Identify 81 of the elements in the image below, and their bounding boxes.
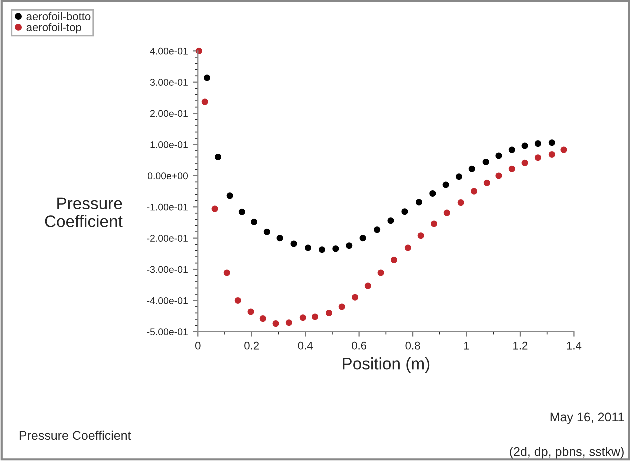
point bbox=[346, 242, 353, 250]
point bbox=[290, 240, 298, 248]
point bbox=[352, 294, 359, 301]
y-tick-label: -2.00e-01 bbox=[147, 235, 188, 242]
point bbox=[416, 199, 422, 206]
x-axis-title: Position (m) bbox=[343, 358, 430, 374]
point bbox=[374, 226, 381, 234]
x-tick-label: 1 bbox=[464, 342, 470, 350]
y-axis-title: Pressure Coefficient bbox=[45, 198, 123, 228]
point bbox=[276, 235, 284, 242]
x-tick-label: 1.4 bbox=[567, 342, 582, 350]
y-tick-label: -3.00e-01 bbox=[147, 266, 188, 274]
point bbox=[442, 182, 450, 188]
point bbox=[338, 304, 346, 310]
point bbox=[312, 314, 319, 320]
point bbox=[456, 174, 462, 180]
point bbox=[212, 206, 218, 212]
point bbox=[444, 210, 450, 216]
point bbox=[215, 154, 222, 160]
point bbox=[226, 192, 234, 200]
point bbox=[534, 154, 542, 162]
x-tick-label: 0.4 bbox=[298, 342, 313, 350]
x-tick-label: 1.2 bbox=[514, 342, 528, 350]
point bbox=[260, 316, 266, 322]
point bbox=[402, 208, 408, 216]
point bbox=[390, 256, 398, 264]
point bbox=[496, 152, 502, 160]
y-tick-label: -5.00e-01 bbox=[147, 328, 188, 336]
point bbox=[204, 74, 211, 82]
y-tick-label: -1.00e-01 bbox=[147, 204, 188, 211]
point bbox=[364, 282, 372, 290]
point bbox=[360, 235, 366, 242]
point bbox=[238, 208, 246, 216]
point bbox=[471, 188, 478, 195]
point bbox=[332, 246, 340, 252]
point bbox=[496, 172, 502, 180]
point bbox=[548, 151, 556, 158]
y-tick-label: 3.00e-01 bbox=[150, 79, 188, 86]
point bbox=[404, 244, 412, 252]
point bbox=[378, 270, 384, 276]
y-tick-label: -4.00e-01 bbox=[147, 297, 188, 304]
point bbox=[508, 146, 516, 154]
text: May 16, 2011 bbox=[550, 412, 624, 424]
point bbox=[388, 218, 394, 224]
y-tick-label: 1.00e-01 bbox=[150, 141, 188, 148]
point bbox=[234, 297, 242, 304]
point bbox=[534, 140, 542, 148]
point bbox=[418, 232, 424, 240]
y-tick-label: 0.00e+00 bbox=[148, 172, 188, 180]
legend-label: aerofoil-top bbox=[26, 23, 82, 34]
point bbox=[251, 218, 258, 226]
point bbox=[522, 160, 528, 166]
point bbox=[305, 244, 312, 252]
x-tick-label: 0 bbox=[195, 342, 201, 350]
x-tick-label: 0.2 bbox=[244, 342, 260, 350]
text: Pressure Coefficient bbox=[20, 430, 132, 440]
point bbox=[508, 166, 516, 172]
point bbox=[431, 220, 438, 228]
point bbox=[560, 146, 568, 154]
point bbox=[264, 228, 270, 236]
point bbox=[548, 140, 556, 146]
point bbox=[430, 190, 436, 197]
point bbox=[468, 166, 476, 172]
point bbox=[224, 270, 230, 276]
point bbox=[248, 308, 254, 316]
y-tick-label: 4.00e-01 bbox=[150, 48, 188, 55]
point bbox=[522, 142, 528, 150]
point bbox=[300, 314, 306, 322]
point bbox=[202, 98, 208, 106]
point bbox=[484, 180, 490, 186]
text: (2d, dp, pbns, sstkw) bbox=[510, 447, 624, 459]
point bbox=[286, 320, 292, 326]
point bbox=[318, 246, 326, 254]
point bbox=[482, 158, 490, 166]
y-tick-label: 2.00e-01 bbox=[150, 110, 188, 118]
legend-label: aerofoil-botto bbox=[26, 12, 91, 21]
x-tick-label: 0.8 bbox=[406, 342, 420, 350]
point bbox=[458, 200, 464, 206]
x-tick-label: 0.6 bbox=[352, 342, 367, 350]
point bbox=[272, 320, 280, 328]
point bbox=[326, 310, 332, 316]
